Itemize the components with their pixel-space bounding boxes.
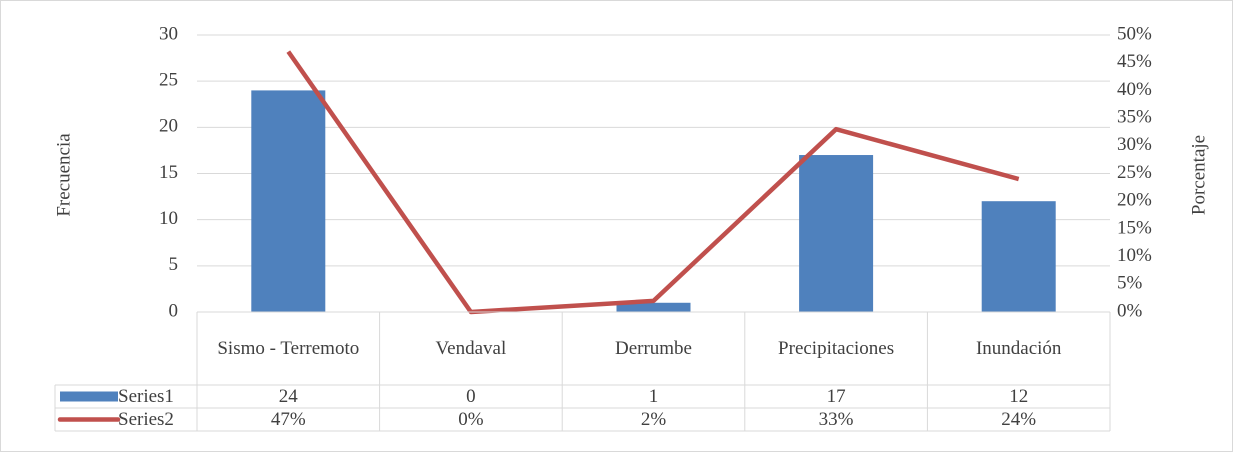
legend-label: Series1: [118, 385, 174, 407]
table-value: 0: [466, 385, 476, 407]
y2-tick-label: 0%: [1117, 300, 1143, 321]
table-value: 12: [1009, 385, 1029, 407]
bar: [799, 155, 874, 312]
bar: [616, 302, 691, 312]
y-tick-label: 5: [169, 254, 179, 275]
table-value: 1: [648, 385, 659, 407]
y2-axis-title: Porcentaje: [1188, 135, 1209, 215]
y2-tick-label: 15%: [1117, 217, 1152, 238]
table-value: 33%: [818, 408, 854, 430]
bar: [251, 90, 326, 313]
table-value: 24: [278, 385, 298, 407]
table-value: 2%: [640, 408, 667, 430]
table-value: 17: [826, 385, 846, 407]
y-tick-label: 30: [159, 23, 178, 44]
line-series: [286, 50, 1020, 315]
table-value: 0%: [458, 408, 484, 430]
bar: [981, 201, 1056, 312]
y-tick-label: 15: [159, 162, 178, 183]
y2-tick-label: 20%: [1117, 190, 1152, 211]
y-axis-title: Frecuencia: [53, 133, 74, 217]
y2-tick-label: 40%: [1117, 79, 1152, 100]
table-value: 47%: [270, 408, 306, 430]
y2-tick-label: 50%: [1117, 23, 1152, 44]
category-label: Precipitaciones: [778, 337, 895, 359]
category-label: Derrumbe: [614, 337, 692, 359]
y2-tick-label: 25%: [1117, 162, 1152, 183]
table-value: 24%: [1001, 408, 1037, 430]
y2-tick-label: 30%: [1117, 134, 1152, 155]
legend-key: [60, 391, 118, 402]
y-tick-label: 10: [159, 208, 178, 229]
y-tick-label: 25: [159, 70, 178, 91]
y2-tick-label: 10%: [1117, 245, 1152, 266]
y2-tick-label: 5%: [1117, 273, 1143, 294]
legend-label: Series2: [118, 408, 174, 430]
y2-tick-label: 45%: [1117, 51, 1152, 72]
y2-tick-label: 35%: [1117, 106, 1152, 127]
category-label: Inundación: [975, 337, 1062, 359]
category-label: Vendaval: [435, 337, 507, 359]
y-tick-label: 0: [169, 300, 179, 321]
y-tick-label: 20: [159, 116, 178, 137]
category-label: Sismo - Terremoto: [217, 337, 360, 359]
